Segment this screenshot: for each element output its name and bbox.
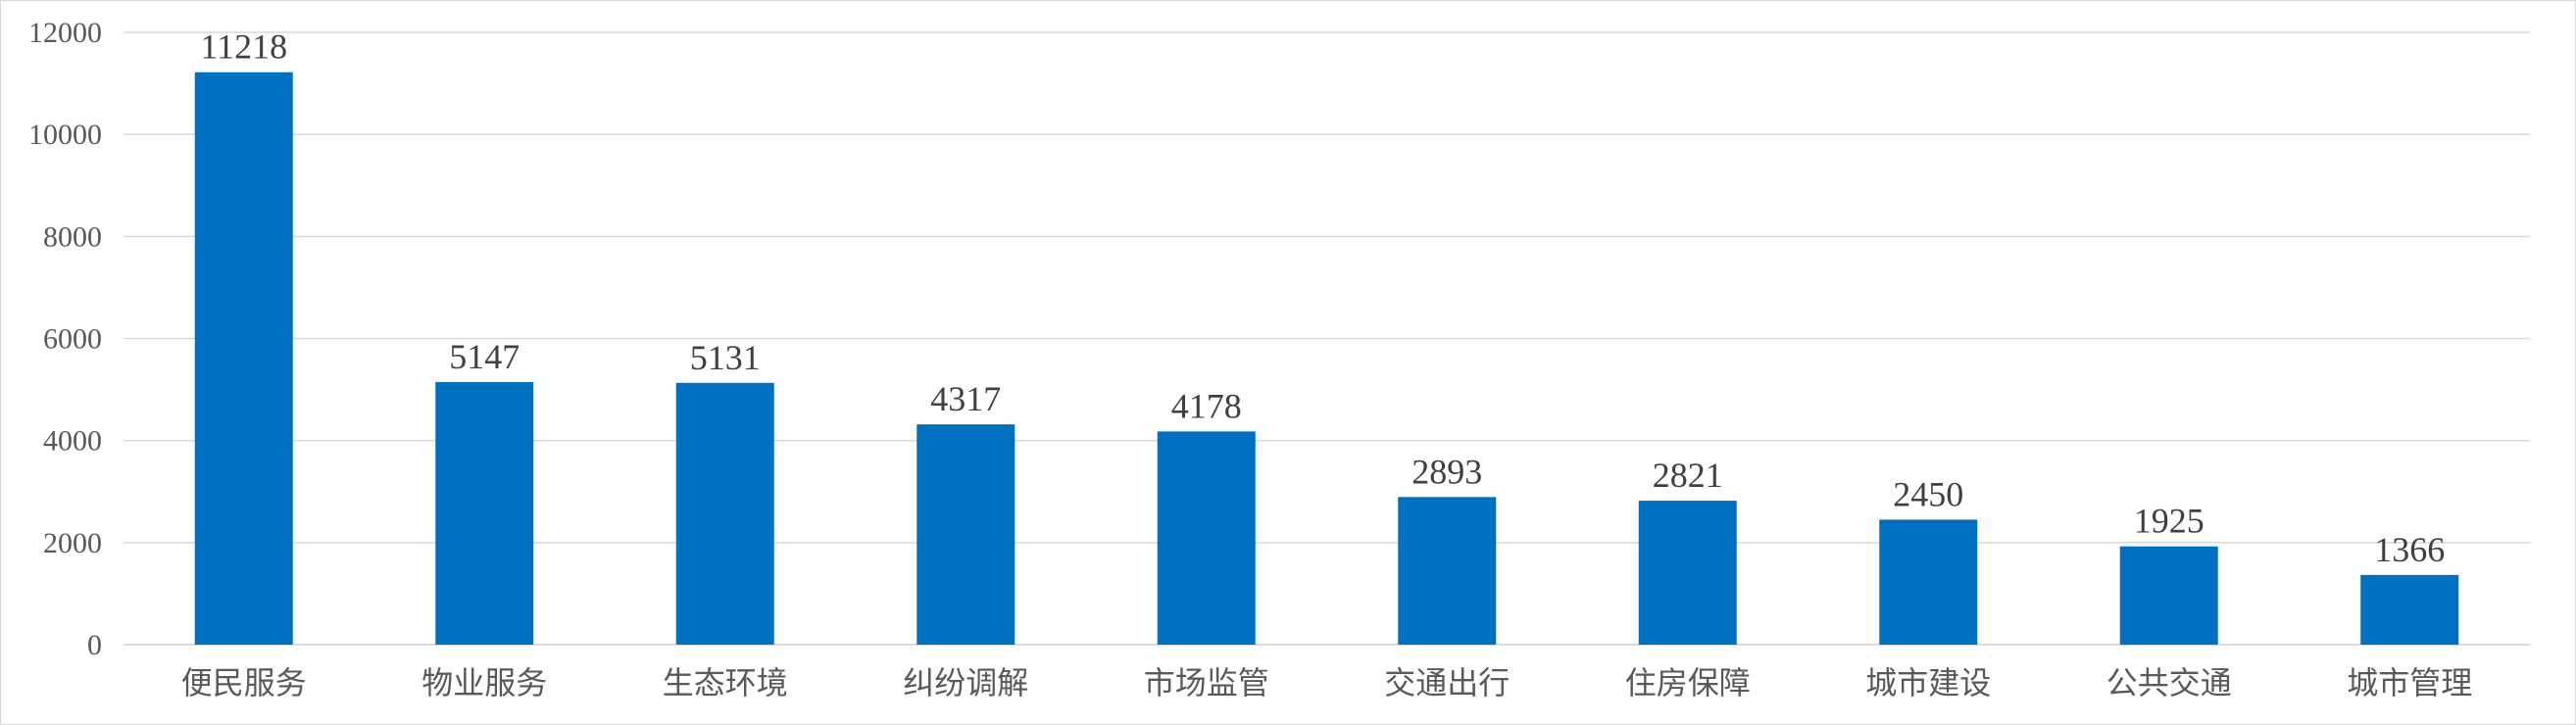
data-labels: 11218 5147 5131 4317 4178 2893 2821 2450 1925 136… (200, 27, 2445, 569)
bar (675, 382, 774, 645)
category-label: 生态环境 (663, 664, 788, 701)
bar-value-label: 5147 (449, 337, 520, 376)
bar (1398, 497, 1497, 645)
y-tick-label: 0 (87, 629, 102, 661)
bar (194, 72, 293, 645)
category-label: 市场监管 (1144, 664, 1269, 701)
y-tick-label: 2000 (43, 527, 102, 559)
y-tick-label: 6000 (43, 323, 102, 356)
x-axis-category-labels: 便民服务 物业服务 生态环境 纠纷调解 市场监管 交通出行 住房保障 城市建设 公共交通 城市管理 (181, 664, 2473, 701)
bar (2360, 574, 2459, 645)
bar (916, 424, 1016, 645)
category-label: 物业服务 (421, 664, 547, 701)
category-label: 交通出行 (1384, 664, 1510, 701)
bar-value-label: 4178 (1171, 386, 1242, 425)
category-label: 城市管理 (2347, 664, 2472, 701)
category-label: 城市建设 (1865, 664, 1991, 701)
category-label: 公共交通 (2106, 664, 2232, 701)
category-label: 纠纷调解 (903, 664, 1028, 701)
bar (1638, 501, 1737, 645)
bar-value-label: 1366 (2374, 530, 2445, 569)
bar-value-label: 2893 (1412, 452, 1482, 491)
bar-value-label: 2450 (1893, 474, 1963, 513)
bars (194, 72, 2459, 645)
category-label: 便民服务 (181, 664, 307, 701)
y-axis-tick-labels: 0 2000 4000 6000 8000 10000 12000 (28, 17, 102, 661)
bar-value-label: 2821 (1653, 456, 1723, 495)
bar-value-label: 4317 (930, 379, 1001, 418)
bar (1879, 519, 1978, 645)
y-tick-label: 4000 (43, 425, 102, 458)
bar (1157, 431, 1256, 645)
bar-value-label: 11218 (200, 27, 287, 67)
category-label: 住房保障 (1625, 664, 1751, 701)
bar (2119, 546, 2218, 645)
bar-value-label: 5131 (690, 338, 761, 377)
y-tick-label: 10000 (28, 119, 102, 151)
bar (435, 381, 534, 645)
bar-value-label: 1925 (2134, 502, 2204, 541)
y-tick-label: 8000 (43, 220, 102, 253)
y-tick-label: 12000 (28, 17, 102, 49)
